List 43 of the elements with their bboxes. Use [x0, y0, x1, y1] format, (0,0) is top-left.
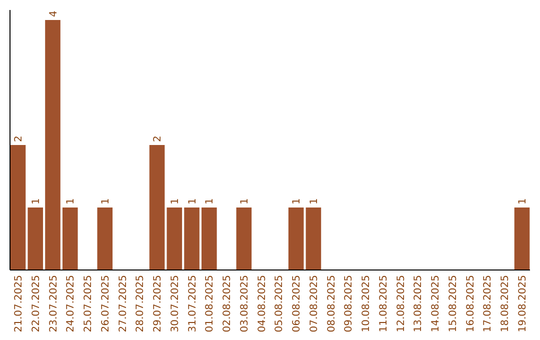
- x-tick-label: 15.08.2025: [448, 275, 459, 332]
- x-tick-label: 01.08.2025: [204, 275, 216, 332]
- x-tick-label: 04.08.2025: [256, 275, 268, 332]
- x-tick-label: 14.08.2025: [430, 275, 442, 332]
- x-tick-label: 26.07.2025: [100, 275, 112, 332]
- data-label: 2: [152, 136, 164, 142]
- x-tick-label: 25.07.2025: [83, 275, 94, 332]
- data-label: 1: [292, 198, 303, 204]
- x-tick-label: 07.08.2025: [308, 275, 320, 332]
- x-tick-label: 23.07.2025: [48, 275, 60, 332]
- x-tick-label: 30.07.2025: [170, 275, 181, 332]
- x-tick-label: 12.08.2025: [396, 275, 407, 332]
- x-tick-label: 10.08.2025: [361, 275, 372, 332]
- x-tick-label: 19.08.2025: [518, 275, 529, 332]
- data-label: 1: [239, 198, 250, 204]
- data-label: 1: [170, 198, 181, 204]
- x-tick-label: 17.08.2025: [482, 275, 494, 332]
- data-label: 1: [30, 198, 42, 204]
- x-tick-label: 28.07.2025: [135, 275, 146, 332]
- x-tick-label: 06.08.2025: [292, 275, 303, 332]
- data-label: 1: [100, 198, 112, 204]
- x-tick-label: 11.08.2025: [378, 275, 390, 332]
- x-tick-label: 18.08.2025: [500, 275, 512, 332]
- x-tick-label: 16.08.2025: [465, 275, 476, 332]
- data-label: 1: [204, 198, 216, 204]
- x-tick-label: 02.08.2025: [222, 275, 234, 332]
- x-tick-label: 29.07.2025: [152, 275, 164, 332]
- x-tick-label: 27.07.2025: [118, 275, 129, 332]
- data-label: 1: [518, 198, 529, 204]
- data-label: 4: [48, 10, 60, 17]
- data-label: 1: [187, 198, 198, 204]
- x-tick-label: 03.08.2025: [239, 275, 250, 332]
- x-tick-label: 21.07.2025: [13, 275, 24, 332]
- x-tick-label: 31.07.2025: [187, 275, 198, 332]
- x-tick-label: 13.08.2025: [413, 275, 424, 332]
- data-label: 1: [66, 198, 77, 204]
- x-tick-label: 24.07.2025: [66, 275, 77, 332]
- x-tick-label: 09.08.2025: [344, 275, 355, 332]
- x-tick-label: 22.07.2025: [30, 275, 42, 332]
- x-tick-label: 05.08.2025: [274, 275, 286, 332]
- data-label: 1: [308, 198, 320, 204]
- data-label: 2: [13, 136, 24, 142]
- x-tick-label: 08.08.2025: [326, 275, 338, 332]
